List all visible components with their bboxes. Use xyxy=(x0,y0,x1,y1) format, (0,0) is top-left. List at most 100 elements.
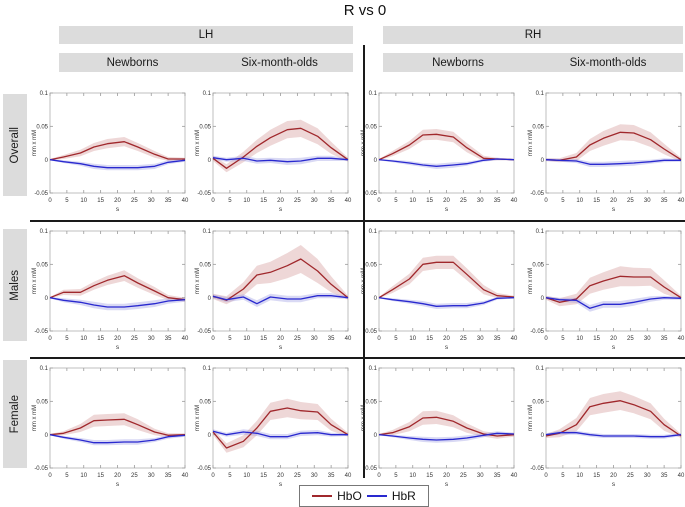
svg-text:10: 10 xyxy=(409,336,416,342)
svg-text:s: s xyxy=(116,344,120,351)
svg-text:10: 10 xyxy=(80,473,87,479)
svg-text:30: 30 xyxy=(311,336,318,342)
svg-text:0: 0 xyxy=(541,158,545,164)
svg-text:0: 0 xyxy=(544,473,548,479)
subcolumn-header-lh-sixmonth: Six-month-olds xyxy=(241,56,318,69)
svg-text:0: 0 xyxy=(374,433,378,439)
svg-text:5: 5 xyxy=(65,473,69,479)
svg-text:0: 0 xyxy=(45,158,49,164)
svg-text:0.1: 0.1 xyxy=(369,229,378,235)
svg-text:20: 20 xyxy=(610,198,617,204)
svg-text:20: 20 xyxy=(114,336,121,342)
svg-text:30: 30 xyxy=(477,336,484,342)
svg-text:0: 0 xyxy=(374,158,378,164)
svg-text:40: 40 xyxy=(345,198,352,204)
plot-overall-rh-newborns: 0 5 10 15 20 25 30 35 40 0.1 0.05 0 -0.05 s mm x mM xyxy=(357,89,519,215)
svg-text:15: 15 xyxy=(593,473,600,479)
svg-text:mm x mM: mm x mM xyxy=(361,268,367,294)
svg-text:20: 20 xyxy=(114,473,121,479)
svg-text:5: 5 xyxy=(65,198,69,204)
svg-text:0: 0 xyxy=(208,296,212,302)
subcolumn-header-rh-sixmonth: Six-month-olds xyxy=(569,56,647,69)
svg-text:40: 40 xyxy=(678,336,685,342)
svg-text:15: 15 xyxy=(97,473,104,479)
svg-text:0.1: 0.1 xyxy=(369,91,378,97)
svg-text:mm x mM: mm x mM xyxy=(528,130,534,156)
subcolumn-header-lh: Newborns Six-month-olds xyxy=(59,53,353,72)
svg-text:30: 30 xyxy=(477,473,484,479)
svg-text:25: 25 xyxy=(131,198,138,204)
svg-text:mm x mM: mm x mM xyxy=(528,405,534,431)
svg-text:mm x mM: mm x mM xyxy=(32,268,38,294)
svg-text:s: s xyxy=(116,206,120,213)
svg-text:mm x mM: mm x mM xyxy=(32,405,38,431)
svg-text:-0.05: -0.05 xyxy=(197,329,211,335)
svg-text:20: 20 xyxy=(610,336,617,342)
plot-males-rh-newborns: 0 5 10 15 20 25 30 35 40 0.1 0.05 0 -0.05 s mm x mM xyxy=(357,227,519,353)
svg-text:0: 0 xyxy=(208,158,212,164)
svg-text:0.1: 0.1 xyxy=(536,366,545,372)
plot-overall-lh-newborns: 0 5 10 15 20 25 30 35 40 0.1 0.05 0 -0.05 s mm x mM xyxy=(28,89,190,215)
svg-text:0: 0 xyxy=(374,296,378,302)
svg-text:25: 25 xyxy=(294,198,301,204)
svg-text:s: s xyxy=(612,344,616,351)
svg-text:30: 30 xyxy=(477,198,484,204)
svg-text:35: 35 xyxy=(494,336,501,342)
plot-overall-rh-sixmonth: 0 5 10 15 20 25 30 35 40 0.1 0.05 0 -0.05 s mm x mM xyxy=(524,89,685,215)
svg-text:35: 35 xyxy=(328,473,335,479)
hbo-line-swatch xyxy=(312,495,333,497)
svg-text:25: 25 xyxy=(294,336,301,342)
svg-text:0: 0 xyxy=(377,198,381,204)
svg-text:30: 30 xyxy=(644,198,651,204)
svg-text:-0.05: -0.05 xyxy=(530,466,544,472)
figure-title: R vs 0 xyxy=(343,2,387,19)
plot-males-lh-sixmonth: 0 5 10 15 20 25 30 35 40 0.1 0.05 0 -0.05 s mm x mM xyxy=(191,227,353,353)
svg-text:35: 35 xyxy=(165,473,172,479)
svg-text:25: 25 xyxy=(294,473,301,479)
svg-text:15: 15 xyxy=(97,336,104,342)
svg-text:0.1: 0.1 xyxy=(40,91,49,97)
svg-text:15: 15 xyxy=(97,198,104,204)
svg-text:-0.05: -0.05 xyxy=(363,191,377,197)
svg-text:10: 10 xyxy=(409,198,416,204)
svg-text:mm x mM: mm x mM xyxy=(32,130,38,156)
svg-text:10: 10 xyxy=(80,198,87,204)
svg-text:0.05: 0.05 xyxy=(365,400,377,406)
svg-text:0.05: 0.05 xyxy=(36,125,48,131)
svg-text:s: s xyxy=(279,206,283,213)
svg-text:0: 0 xyxy=(48,473,52,479)
row-label-overall: Overall xyxy=(3,94,27,196)
svg-text:15: 15 xyxy=(426,198,433,204)
svg-text:30: 30 xyxy=(311,198,318,204)
svg-text:5: 5 xyxy=(65,336,69,342)
svg-text:mm x mM: mm x mM xyxy=(361,405,367,431)
svg-text:0: 0 xyxy=(377,336,381,342)
svg-text:40: 40 xyxy=(511,336,518,342)
svg-text:25: 25 xyxy=(627,473,634,479)
horizontal-divider-1 xyxy=(30,220,685,222)
svg-text:0: 0 xyxy=(211,473,215,479)
svg-text:0.1: 0.1 xyxy=(40,366,49,372)
svg-text:15: 15 xyxy=(593,336,600,342)
svg-text:-0.05: -0.05 xyxy=(363,466,377,472)
svg-text:40: 40 xyxy=(678,198,685,204)
svg-text:20: 20 xyxy=(114,198,121,204)
svg-text:15: 15 xyxy=(260,336,267,342)
svg-text:40: 40 xyxy=(511,473,518,479)
svg-text:0.05: 0.05 xyxy=(199,125,211,131)
svg-text:40: 40 xyxy=(345,336,352,342)
svg-text:35: 35 xyxy=(328,336,335,342)
legend-label-hbo: HbO xyxy=(337,489,362,503)
vertical-divider-lh-rh xyxy=(363,45,365,478)
svg-text:0.1: 0.1 xyxy=(369,366,378,372)
svg-text:-0.05: -0.05 xyxy=(197,466,211,472)
svg-text:35: 35 xyxy=(494,473,501,479)
svg-text:0.1: 0.1 xyxy=(203,366,212,372)
svg-text:30: 30 xyxy=(148,198,155,204)
svg-text:40: 40 xyxy=(511,198,518,204)
svg-text:20: 20 xyxy=(443,336,450,342)
svg-text:0: 0 xyxy=(544,198,548,204)
horizontal-divider-2 xyxy=(30,357,685,359)
svg-text:5: 5 xyxy=(228,473,232,479)
